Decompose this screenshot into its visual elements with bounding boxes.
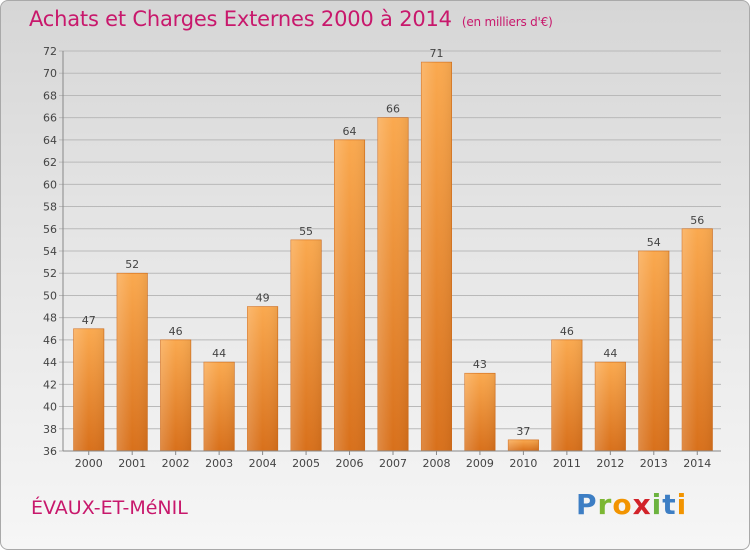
x-tick-label: 2012 — [596, 457, 624, 470]
y-tick-label: 42 — [43, 378, 57, 391]
bar-shine — [682, 228, 713, 451]
y-tick-label: 56 — [43, 223, 57, 236]
x-tick-label: 2002 — [162, 457, 190, 470]
proxiti-logo: Proxiti — [576, 488, 688, 521]
bar-value-label: 46 — [169, 325, 183, 338]
bar-shine — [116, 273, 148, 451]
y-tick-label: 44 — [43, 356, 57, 369]
x-tick-label: 2009 — [466, 457, 494, 470]
y-tick-label: 40 — [43, 401, 57, 414]
y-tick-label: 38 — [43, 423, 57, 436]
bar-shine — [247, 306, 278, 451]
x-tick-label: 2014 — [683, 457, 711, 470]
bar-shine — [377, 117, 409, 452]
y-tick-label: 36 — [43, 445, 57, 458]
bar-value-label: 56 — [690, 214, 704, 227]
x-tick-label: 2001 — [118, 457, 146, 470]
y-tick-label: 66 — [43, 112, 57, 125]
y-tick-label: 54 — [43, 245, 57, 258]
x-tick-label: 2010 — [509, 457, 537, 470]
y-tick-label: 48 — [43, 312, 57, 325]
bar-shine — [73, 328, 104, 451]
y-axis: 36 38 40 42 44 46 48 50 52 54 56 58 60 62 64 66 68 70 72 — [43, 45, 64, 458]
x-tick-label: 2005 — [292, 457, 320, 470]
y-tick-label: 46 — [43, 334, 57, 347]
bar-shine — [464, 373, 496, 451]
chart-title-text: Achats et Charges Externes 2000 à 2014 — [29, 7, 452, 31]
bar-value-label: 49 — [256, 292, 270, 305]
y-tick-label: 52 — [43, 267, 57, 280]
bars: 47 52 46 44 49 55 64 66 71 43 37 46 44 54 56 — [73, 47, 713, 452]
bar-shine — [160, 339, 191, 451]
x-tick-label: 2003 — [205, 457, 233, 470]
commune-name: ÉVAUX-ET-MéNIL — [31, 497, 188, 519]
bar-value-label: 44 — [603, 347, 617, 360]
bar-value-label: 46 — [560, 325, 574, 338]
y-tick-label: 64 — [43, 134, 57, 147]
bar-shine — [290, 239, 322, 451]
y-tick-label: 72 — [43, 45, 57, 58]
bar-value-label: 66 — [386, 103, 400, 116]
bar-shine — [203, 362, 235, 451]
bar-shine — [551, 339, 583, 451]
x-tick-label: 2013 — [640, 457, 668, 470]
bar-value-label: 64 — [343, 125, 357, 138]
bar-value-label: 37 — [516, 425, 530, 438]
bar-value-label: 54 — [647, 236, 661, 249]
x-tick-label: 2011 — [553, 457, 581, 470]
bar-shine — [638, 251, 670, 451]
x-tick-label: 2008 — [422, 457, 450, 470]
x-axis: 2000 2001 2002 2003 2004 2005 2006 2007 2008 2009… — [63, 450, 721, 470]
x-tick-label: 2007 — [379, 457, 407, 470]
chart-title: Achats et Charges Externes 2000 à 2014 (e… — [29, 7, 553, 31]
bar-value-label: 44 — [212, 347, 226, 360]
bar-shine — [508, 439, 539, 451]
chart-subtitle: (en milliers d'€) — [461, 15, 553, 29]
y-tick-label: 58 — [43, 201, 57, 214]
bar-shine — [595, 362, 626, 451]
y-tick-label: 62 — [43, 156, 57, 169]
y-tick-label: 70 — [43, 67, 57, 80]
y-tick-label: 50 — [43, 289, 57, 302]
bar-value-label: 55 — [299, 225, 313, 238]
x-tick-label: 2000 — [75, 457, 103, 470]
x-tick-label: 2004 — [249, 457, 277, 470]
x-tick-label: 2006 — [336, 457, 364, 470]
bar-shine — [334, 139, 365, 451]
bar-value-label: 43 — [473, 358, 487, 371]
bar-shine — [421, 62, 452, 451]
bar-value-label: 52 — [125, 258, 139, 271]
y-tick-label: 68 — [43, 89, 57, 102]
y-tick-label: 60 — [43, 178, 57, 191]
bar-value-label: 47 — [82, 314, 96, 327]
bar-value-label: 71 — [429, 47, 443, 60]
